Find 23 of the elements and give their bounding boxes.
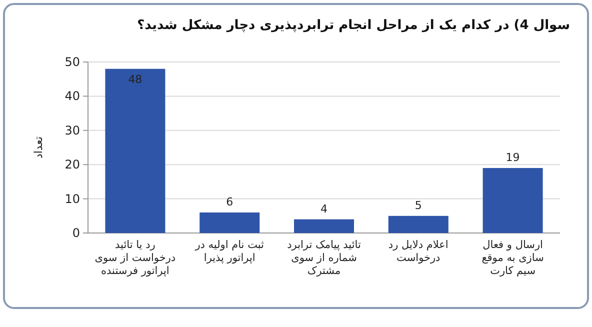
data-label: 6 (226, 195, 234, 208)
y-tick-label: 30 (64, 123, 80, 138)
x-tick-label: ثبت نام اولیه در اپراتور پذیرا (194, 239, 265, 265)
y-tick-label: 0 (72, 226, 80, 240)
y-tick-label: 10 (64, 192, 80, 206)
y-tick-label: 40 (64, 89, 80, 104)
data-label: 4 (320, 202, 328, 216)
bar (388, 216, 448, 233)
x-tick-label: اعلام دلایل رد درخواست (387, 239, 450, 265)
bar (105, 68, 166, 233)
y-axis-title: تعداد (32, 136, 45, 159)
x-tick-label: تائید پیامک ترابرد شماره از سوی مشترک (286, 239, 362, 278)
data-label: 19 (506, 151, 520, 164)
data-label: 48 (128, 72, 142, 86)
x-tick-label: رد یا تائید درخواست از سوی اپراتور فرستنده (94, 239, 177, 278)
x-tick-label: ارسال و فعال سازی به موقع سیم کارت (480, 239, 545, 278)
data-label: 5 (414, 198, 422, 212)
y-tick-label: 20 (64, 158, 80, 172)
bar (482, 168, 543, 233)
bar (294, 219, 354, 233)
chart-title: سوال 4) در کدام یک از مراحل انجام ترابردپذیری دچار مشکل شدید؟ (137, 18, 570, 33)
y-tick-label: 50 (64, 55, 80, 69)
bar (200, 212, 260, 233)
